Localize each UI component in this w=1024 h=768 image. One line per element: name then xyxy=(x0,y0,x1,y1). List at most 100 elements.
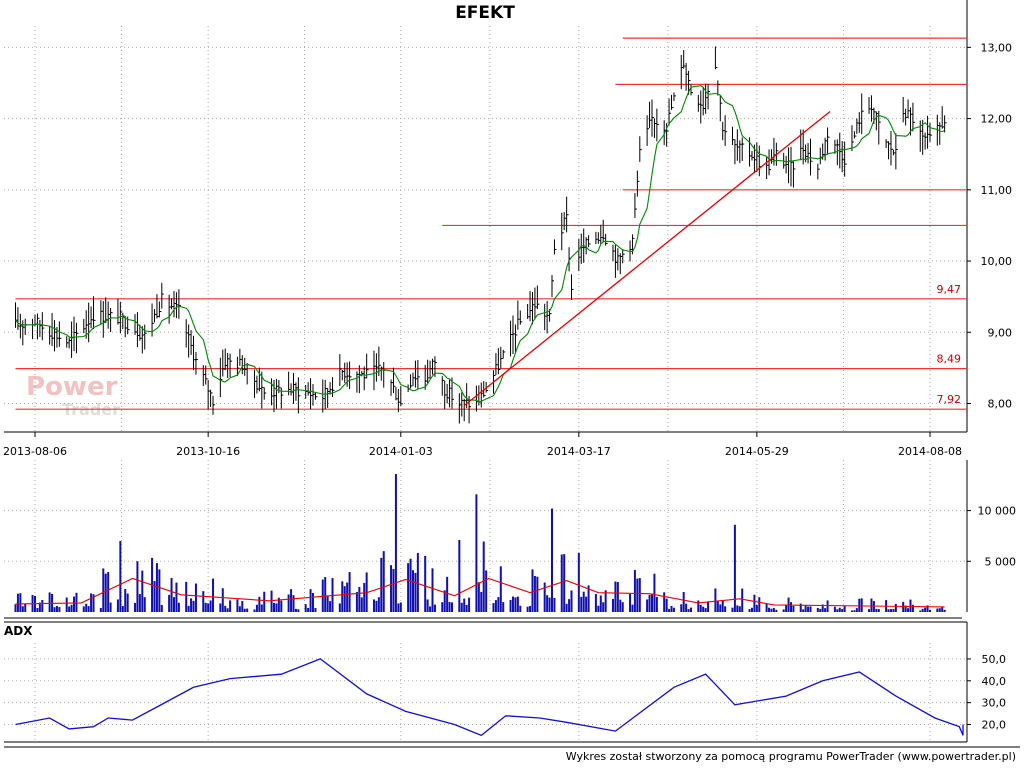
volume-bar xyxy=(836,609,839,612)
volume-bar xyxy=(533,576,536,612)
volume-bar xyxy=(277,597,280,612)
volume-bar xyxy=(185,581,188,612)
volume-bar xyxy=(909,599,912,612)
volume-bar xyxy=(85,603,88,612)
volume-bar xyxy=(119,541,122,612)
trend-line xyxy=(463,110,831,407)
volume-bar xyxy=(392,568,395,612)
volume-bar xyxy=(585,596,588,612)
volume-bar xyxy=(936,608,939,612)
volume-bar xyxy=(748,609,751,612)
volume-bar xyxy=(546,595,549,612)
volume-bar xyxy=(943,609,946,612)
volume-bar xyxy=(209,600,212,612)
volume-bar xyxy=(312,592,315,612)
volume-bar xyxy=(429,606,432,612)
volume-bar xyxy=(238,606,241,612)
volume-bar xyxy=(194,583,197,612)
support-resistance-levels: 7,92 8,49 9,47 xyxy=(15,37,967,410)
level-label: 7,92 xyxy=(937,393,962,406)
adx-y-tick-label: 20,0 xyxy=(982,719,1007,732)
volume-bar xyxy=(375,600,378,612)
volume-bar xyxy=(877,609,880,612)
volume-bar xyxy=(804,605,807,612)
volume-bar xyxy=(685,603,688,612)
grid-lines xyxy=(4,26,967,742)
volume-bar xyxy=(236,599,239,612)
volume-bar xyxy=(887,609,890,612)
volume-bar xyxy=(143,597,146,612)
volume-bar xyxy=(424,555,427,612)
volume-bar xyxy=(789,602,792,612)
volume-bar xyxy=(160,604,163,612)
volume-bar xyxy=(580,596,583,612)
volume-bar xyxy=(892,609,895,612)
volume-bar xyxy=(219,603,222,612)
volume-bar xyxy=(821,604,824,612)
volume-bar xyxy=(563,554,566,612)
volume-bar xyxy=(597,605,600,612)
volume-bar xyxy=(104,573,107,612)
volume-bar xyxy=(173,597,176,612)
volume-bar xyxy=(604,590,607,612)
volume-bar xyxy=(838,607,841,612)
volume-bar xyxy=(433,604,436,612)
volume-bar xyxy=(221,588,224,612)
volume-bar xyxy=(290,589,293,612)
volume-bar xyxy=(724,606,727,612)
powertrader-watermark: Power Trader xyxy=(26,372,120,419)
volume-bar xyxy=(704,608,707,612)
volume-bar xyxy=(733,524,736,612)
moving-average-line xyxy=(15,85,945,403)
volume-bar xyxy=(92,594,95,612)
volume-bar xyxy=(665,598,668,612)
volume-bar xyxy=(741,588,744,612)
volume-bar xyxy=(294,608,297,612)
volume-bar xyxy=(502,602,505,612)
volume-bar xyxy=(875,608,878,612)
volume-bar xyxy=(697,600,700,612)
watermark-power: Power xyxy=(26,372,118,402)
volume-bar xyxy=(372,599,375,612)
volume-bar xyxy=(431,568,434,612)
volume-bar xyxy=(921,608,924,612)
volume-bar xyxy=(477,582,480,612)
volume-bar xyxy=(699,604,702,612)
volume-bar xyxy=(380,557,383,612)
volume-bar xyxy=(399,602,402,612)
volume-bar xyxy=(511,596,514,612)
volume-bar xyxy=(212,578,215,612)
volume-bar xyxy=(553,597,556,612)
volume-bar xyxy=(190,598,193,612)
volume-bar xyxy=(775,609,778,612)
volume-bar xyxy=(492,603,495,612)
volume-bar xyxy=(855,608,858,612)
volume-bar xyxy=(390,565,393,612)
volume-bar xyxy=(526,606,529,612)
volume-bar xyxy=(570,590,573,612)
volume-bar xyxy=(907,608,910,612)
volume-bar xyxy=(226,608,229,612)
volume-bar xyxy=(241,600,244,612)
volume-bar xyxy=(253,609,256,612)
volume-bar xyxy=(619,599,622,612)
volume-bar xyxy=(799,603,802,612)
volume-bar xyxy=(868,609,871,612)
volume-bar xyxy=(136,561,139,612)
volume-bar xyxy=(714,588,717,612)
volume-bar xyxy=(519,605,522,612)
volume-bar xyxy=(158,569,161,612)
volume-bar xyxy=(382,551,385,612)
volume-bar xyxy=(843,606,846,612)
price-y-tick-label: 11,00 xyxy=(981,184,1013,197)
volume-bar xyxy=(170,577,173,612)
volume-bar xyxy=(397,603,400,612)
panel-frames xyxy=(4,0,1020,748)
volume-bar xyxy=(670,605,673,612)
volume-bar xyxy=(548,597,551,612)
volume-bar xyxy=(324,577,327,612)
volume-bar xyxy=(126,593,129,612)
volume-bar xyxy=(168,594,171,612)
volume-bar xyxy=(770,608,773,612)
volume-bar xyxy=(394,474,397,612)
